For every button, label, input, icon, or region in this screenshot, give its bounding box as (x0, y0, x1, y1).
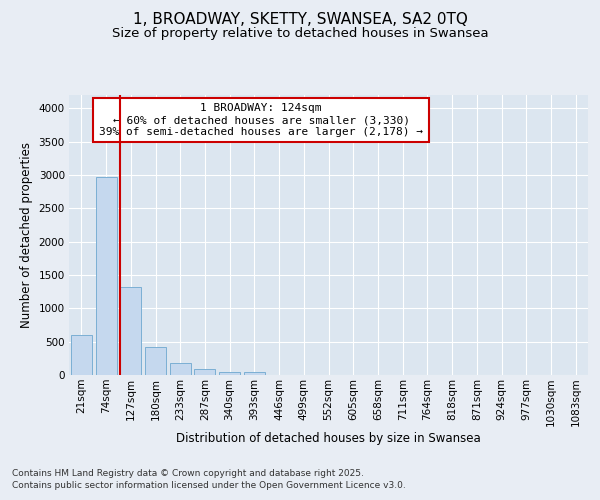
Bar (71, 335, 92, 375)
X-axis label: Distribution of detached houses by size in Swansea: Distribution of detached houses by size … (176, 432, 481, 445)
Y-axis label: Number of detached properties: Number of detached properties (20, 142, 33, 328)
Bar (145, 346, 166, 375)
Text: 1 BROADWAY: 124sqm
← 60% of detached houses are smaller (3,330)
39% of semi-deta: 1 BROADWAY: 124sqm ← 60% of detached hou… (99, 104, 423, 136)
Text: Contains HM Land Registry data © Crown copyright and database right 2025.: Contains HM Land Registry data © Crown c… (12, 468, 364, 477)
Text: Size of property relative to detached houses in Swansea: Size of property relative to detached ho… (112, 28, 488, 40)
Bar (194, 369, 215, 375)
Bar (120, 286, 141, 375)
Bar (95, 176, 116, 375)
Bar (170, 364, 191, 375)
Bar (244, 372, 265, 375)
Text: Contains public sector information licensed under the Open Government Licence v3: Contains public sector information licen… (12, 481, 406, 490)
Bar (219, 372, 240, 375)
Text: 1, BROADWAY, SKETTY, SWANSEA, SA2 0TQ: 1, BROADWAY, SKETTY, SWANSEA, SA2 0TQ (133, 12, 467, 28)
